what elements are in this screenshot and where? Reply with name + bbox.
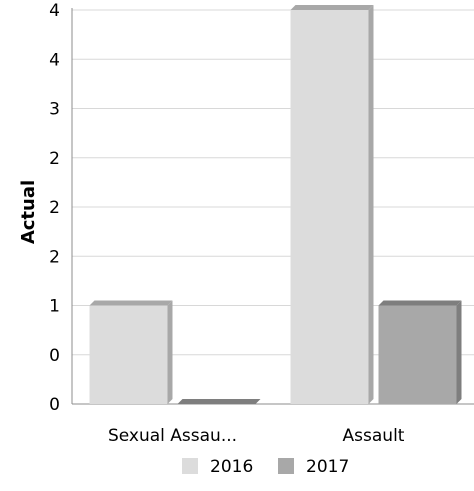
y-tick-label: 1 xyxy=(49,297,60,317)
y-tick-labels: 0 0 1 2 2 2 3 4 4 xyxy=(49,1,60,415)
y-tick-label: 3 xyxy=(49,100,60,120)
bar-2016-1 xyxy=(290,5,374,404)
bar-side xyxy=(456,300,462,404)
y-axis-title: Actual xyxy=(18,180,39,244)
x-tick-labels: Sexual Assau... Assault xyxy=(108,426,405,446)
bar-top xyxy=(290,5,374,10)
bar-top xyxy=(177,399,261,404)
y-tick-label: 4 xyxy=(49,1,60,21)
bar-front xyxy=(89,305,168,404)
bar-side xyxy=(167,300,173,404)
bar-2016-0 xyxy=(89,300,173,404)
bar-front xyxy=(290,10,369,404)
bar-2017-1 xyxy=(378,300,462,404)
legend: 2016 2017 xyxy=(182,457,349,477)
bar-side xyxy=(368,5,374,404)
x-tick-label: Sexual Assau... xyxy=(108,426,237,446)
legend-swatch-2016 xyxy=(182,458,198,474)
bar-top xyxy=(89,300,173,306)
y-tick-label: 2 xyxy=(49,149,60,169)
legend-label-2017: 2017 xyxy=(306,457,349,477)
bar-2017-0 xyxy=(177,399,261,404)
bars xyxy=(89,5,462,404)
y-tick-label: 0 xyxy=(49,395,60,415)
y-tick-label: 0 xyxy=(49,346,60,366)
legend-swatch-2017 xyxy=(278,458,294,474)
x-tick-label: Assault xyxy=(343,426,405,446)
bar-top xyxy=(378,300,462,306)
y-tick-label: 4 xyxy=(49,50,60,70)
legend-label-2016: 2016 xyxy=(210,457,253,477)
y-tick-label: 2 xyxy=(49,198,60,218)
y-tick-label: 2 xyxy=(49,247,60,267)
bar-front xyxy=(378,305,457,404)
